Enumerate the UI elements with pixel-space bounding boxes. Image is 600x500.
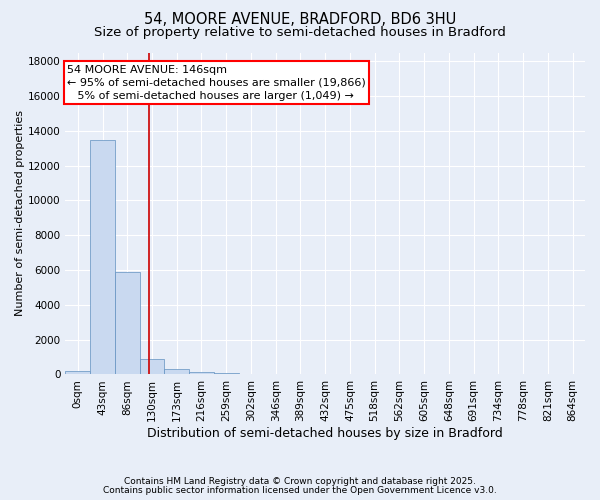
Text: Size of property relative to semi-detached houses in Bradford: Size of property relative to semi-detach…	[94, 26, 506, 39]
Text: 54, MOORE AVENUE, BRADFORD, BD6 3HU: 54, MOORE AVENUE, BRADFORD, BD6 3HU	[144, 12, 456, 28]
Text: Contains public sector information licensed under the Open Government Licence v3: Contains public sector information licen…	[103, 486, 497, 495]
Bar	[140, 359, 164, 374]
Text: Contains HM Land Registry data © Crown copyright and database right 2025.: Contains HM Land Registry data © Crown c…	[124, 477, 476, 486]
Bar	[164, 369, 189, 374]
Bar	[65, 371, 90, 374]
Text: 54 MOORE AVENUE: 146sqm
← 95% of semi-detached houses are smaller (19,866)
   5%: 54 MOORE AVENUE: 146sqm ← 95% of semi-de…	[67, 64, 366, 101]
Bar	[189, 372, 214, 374]
Bar	[115, 272, 140, 374]
Bar	[214, 372, 239, 374]
Bar	[90, 140, 115, 374]
Y-axis label: Number of semi-detached properties: Number of semi-detached properties	[15, 110, 25, 316]
X-axis label: Distribution of semi-detached houses by size in Bradford: Distribution of semi-detached houses by …	[148, 427, 503, 440]
